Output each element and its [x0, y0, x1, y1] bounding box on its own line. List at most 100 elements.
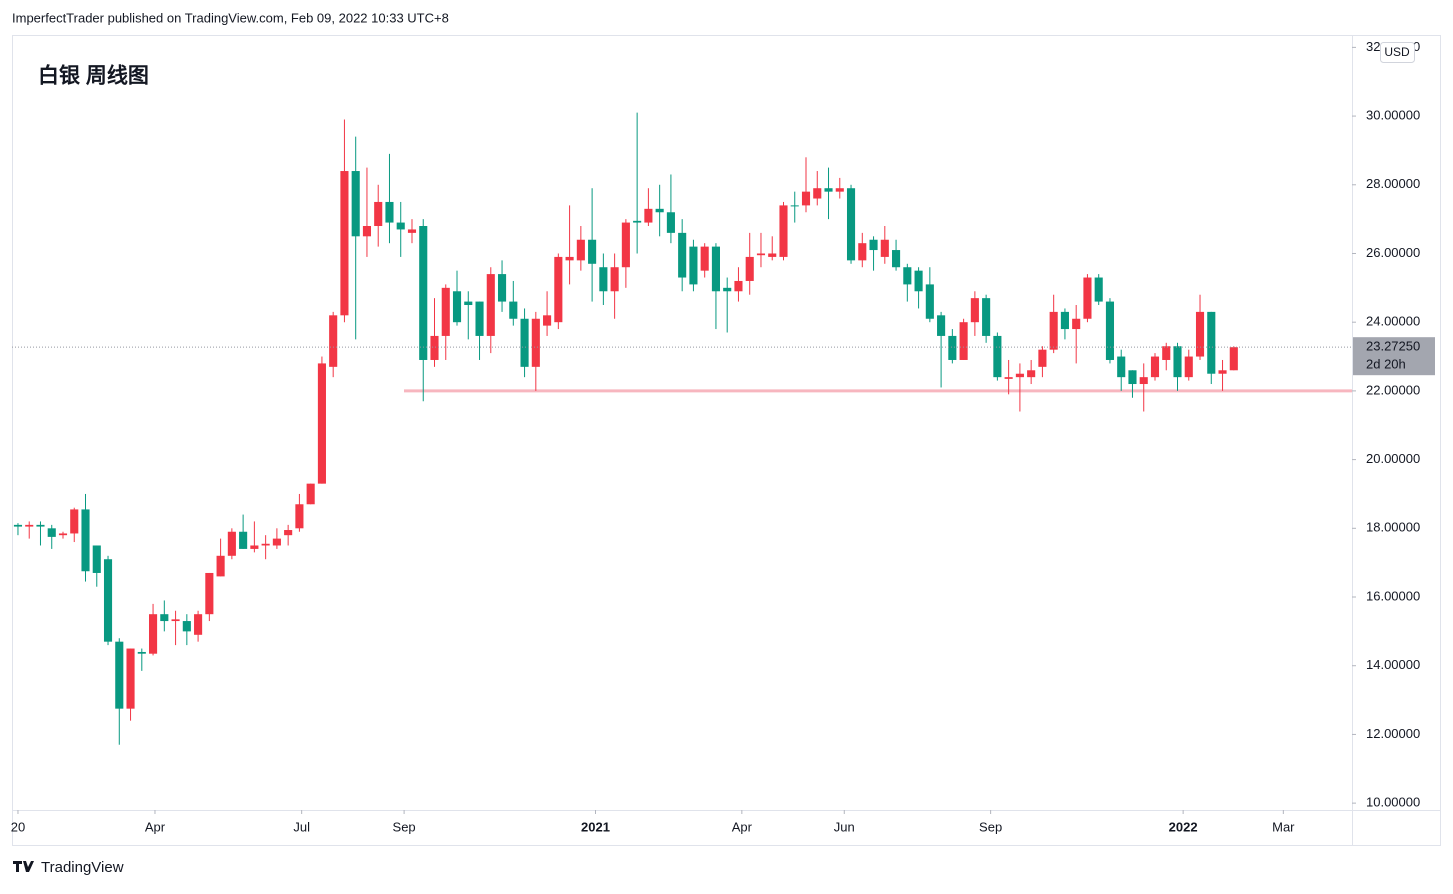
candle-body [407, 229, 417, 233]
x-tick-label: Sep [393, 819, 416, 834]
candle-body [588, 239, 597, 264]
candle-body [475, 301, 484, 336]
candle-body [948, 335, 957, 360]
x-tick-label: Jul [293, 819, 310, 834]
candle-body [306, 483, 315, 505]
y-tick-label: 14.00000 [1366, 657, 1420, 672]
x-tick-label: Apr [732, 819, 753, 834]
candle-body [801, 191, 811, 206]
candle-body [126, 648, 135, 709]
candle-body [1139, 377, 1148, 385]
candle-body [149, 614, 158, 654]
candle-body [970, 298, 979, 323]
candle-body [892, 250, 901, 268]
candle-body [565, 256, 574, 261]
y-tick-label: 10.00000 [1366, 795, 1420, 810]
candle-body [194, 614, 203, 635]
candle-body [914, 270, 923, 292]
candle-body [92, 545, 101, 573]
candle-body [182, 621, 191, 632]
candle-body [1128, 370, 1137, 385]
x-tick-label: Apr [145, 819, 166, 834]
candle-body [430, 335, 439, 360]
candle-body [644, 208, 653, 223]
candle-body [160, 614, 169, 622]
candle-body [937, 315, 946, 336]
candle-body [25, 524, 34, 527]
y-tick-label: 16.00000 [1366, 588, 1420, 603]
candle-body [137, 651, 146, 654]
x-tick-label: 2022 [1169, 819, 1198, 834]
candle-body [362, 226, 372, 237]
candle-body [689, 246, 698, 285]
candle-body [655, 208, 664, 213]
candle-body [1083, 277, 1092, 319]
candle-body [205, 572, 214, 615]
candle-body [903, 267, 912, 285]
candle-body [756, 253, 766, 256]
candle-body [1004, 377, 1013, 379]
candle-body [835, 188, 844, 192]
candle-body [464, 301, 473, 306]
last-price-label: 23.27250 [1366, 339, 1420, 354]
y-tick-label: 28.00000 [1366, 176, 1420, 191]
candle-body [396, 222, 405, 230]
candle-body [1105, 301, 1115, 360]
candle-body [419, 226, 428, 360]
candle-body [700, 246, 709, 271]
header: ImperfectTrader published on TradingView… [12, 10, 449, 25]
candle-body [70, 509, 79, 534]
candle-body [385, 201, 394, 223]
candle-body [869, 239, 878, 251]
candle-body [452, 291, 462, 323]
countdown: 2d 20h [1366, 357, 1406, 372]
currency-label: USD [1384, 45, 1410, 59]
candle-body [678, 232, 687, 278]
candle-body [239, 531, 248, 549]
candle-body [993, 335, 1002, 378]
candle-body [171, 619, 180, 622]
candle-body [531, 318, 540, 367]
y-tick-label: 26.00000 [1366, 245, 1420, 260]
candle-body [576, 239, 585, 261]
candle-body [1094, 277, 1103, 302]
candle-body [925, 284, 934, 319]
frame [12, 35, 1441, 846]
candle-body [1150, 356, 1160, 378]
candle-body [497, 274, 507, 302]
y-tick-label: 24.00000 [1366, 314, 1420, 329]
candle-body [711, 246, 720, 292]
candle-body [610, 267, 619, 292]
candle-body [858, 243, 867, 261]
candle-body [846, 188, 856, 261]
x-tick-label: Sep [979, 819, 1002, 834]
candle-body [272, 538, 281, 546]
candle-body [813, 188, 822, 199]
candle-body [1027, 370, 1036, 378]
candle-body [666, 212, 675, 233]
candle-body [1117, 356, 1126, 378]
candle-body [959, 322, 968, 360]
candle-body [1229, 347, 1238, 371]
x-tick-label: Jun [834, 819, 855, 834]
candle-body [543, 315, 552, 326]
candle-body [734, 280, 743, 292]
last-price-box [1353, 337, 1435, 376]
candle-body [295, 504, 304, 529]
y-tick-label: 12.00000 [1366, 726, 1420, 741]
candle-body [880, 239, 889, 257]
candle-body [115, 641, 124, 709]
candle-body [1173, 346, 1182, 378]
candle-body [1162, 346, 1171, 360]
candle-body [261, 543, 270, 546]
candle-body [520, 318, 529, 367]
candle-body [374, 201, 383, 227]
candle-body [745, 256, 754, 281]
candle-body [1060, 311, 1069, 330]
candle-body [13, 524, 23, 527]
candle-body [824, 188, 833, 192]
candle-body [1207, 311, 1216, 374]
candle-body [47, 528, 56, 537]
chart-title: 白银 周线图 [38, 64, 149, 88]
